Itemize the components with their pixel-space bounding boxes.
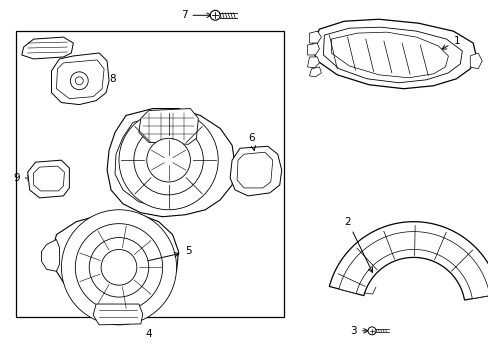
- Polygon shape: [470, 53, 482, 69]
- Text: 5: 5: [122, 247, 192, 267]
- Polygon shape: [28, 160, 70, 198]
- Text: 3: 3: [350, 326, 368, 336]
- Text: 4: 4: [146, 329, 152, 339]
- Circle shape: [210, 10, 220, 20]
- Polygon shape: [56, 60, 104, 99]
- Polygon shape: [230, 146, 282, 196]
- Circle shape: [75, 224, 163, 311]
- Polygon shape: [310, 31, 321, 43]
- Circle shape: [101, 249, 137, 285]
- Polygon shape: [323, 27, 462, 83]
- Circle shape: [71, 72, 88, 90]
- Circle shape: [61, 210, 176, 325]
- Circle shape: [368, 327, 376, 335]
- Polygon shape: [331, 32, 448, 78]
- Text: 9: 9: [13, 173, 32, 183]
- Polygon shape: [329, 222, 490, 300]
- Circle shape: [134, 125, 203, 195]
- Polygon shape: [308, 57, 319, 68]
- Circle shape: [75, 77, 83, 85]
- Polygon shape: [107, 109, 235, 217]
- Polygon shape: [51, 53, 109, 105]
- Polygon shape: [339, 231, 490, 299]
- Text: 6: 6: [248, 133, 256, 150]
- Text: 7: 7: [181, 10, 211, 20]
- Polygon shape: [22, 37, 74, 59]
- Circle shape: [89, 238, 149, 297]
- Bar: [16, 31, 284, 317]
- Text: 2: 2: [344, 217, 372, 273]
- Polygon shape: [93, 304, 143, 325]
- Circle shape: [147, 138, 191, 182]
- Text: 1: 1: [442, 36, 460, 49]
- Polygon shape: [139, 109, 198, 144]
- Circle shape: [119, 111, 218, 210]
- Text: 8: 8: [87, 65, 116, 84]
- Polygon shape: [115, 117, 215, 207]
- Polygon shape: [308, 43, 319, 55]
- Polygon shape: [310, 67, 321, 77]
- Polygon shape: [34, 166, 64, 191]
- Polygon shape: [42, 239, 59, 271]
- Polygon shape: [51, 213, 178, 311]
- Polygon shape: [237, 152, 273, 188]
- Polygon shape: [312, 19, 476, 89]
